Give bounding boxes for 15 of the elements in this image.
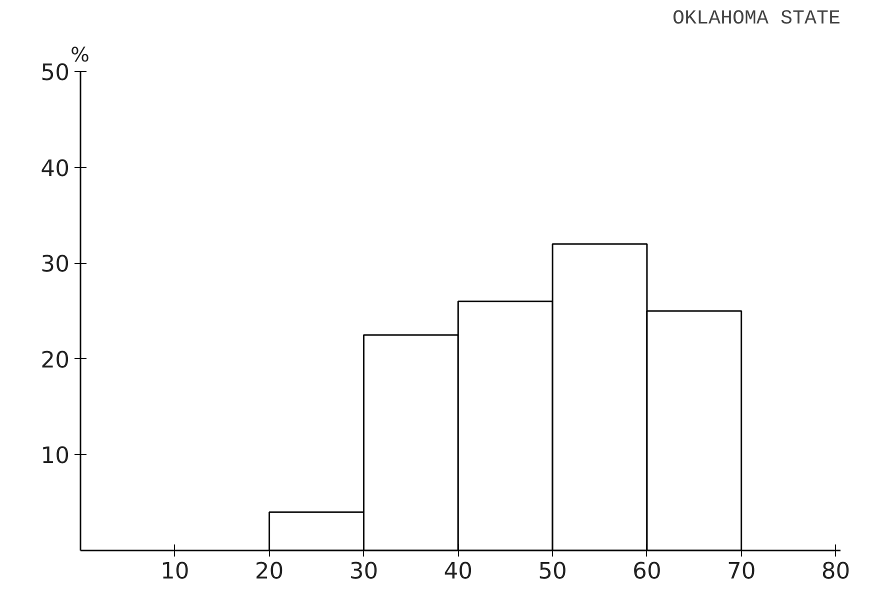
y-tick-label: 30	[40, 252, 70, 278]
x-tick-label: 10	[160, 558, 190, 584]
x-tick-label: 80	[821, 558, 850, 584]
x-tick-label: 50	[538, 558, 567, 584]
y-axis-title: %	[70, 42, 90, 66]
y-tick-label: 20	[40, 347, 70, 374]
chart-title: OKLAHOMA STATE	[672, 8, 841, 30]
y-tick-label: 50	[40, 60, 70, 86]
y-tick-label: 40	[40, 156, 70, 182]
x-tick-label: 70	[726, 558, 756, 584]
x-tick-label: 60	[632, 558, 662, 584]
x-tick-label: 20	[254, 558, 284, 584]
x-tick-label: 40	[444, 558, 473, 584]
x-tick-label: 30	[349, 558, 378, 584]
y-tick-label: 10	[40, 443, 70, 470]
